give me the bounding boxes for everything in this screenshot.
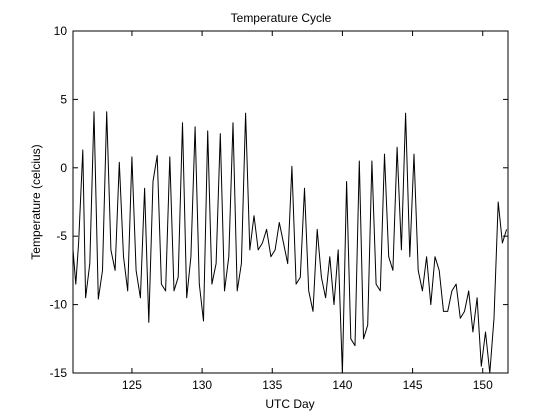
y-tick-label: 10 xyxy=(54,24,68,38)
x-tick-label: 150 xyxy=(473,378,493,392)
y-tick-label: 5 xyxy=(60,92,67,106)
x-axis-label: UTC Day xyxy=(265,397,314,411)
chart-title: Temperature Cycle xyxy=(231,11,332,25)
x-ticks: 125 130 135 140 145 150 xyxy=(122,31,493,392)
x-tick-label: 125 xyxy=(122,378,142,392)
temperature-series-line xyxy=(72,111,508,374)
y-tick-label: -15 xyxy=(50,366,68,380)
y-tick-label: -10 xyxy=(50,298,68,312)
y-tick-label: -5 xyxy=(56,229,67,243)
x-tick-label: 145 xyxy=(403,378,423,392)
x-tick-label: 135 xyxy=(262,378,282,392)
plot-frame xyxy=(72,30,509,374)
x-tick-label: 130 xyxy=(192,378,212,392)
x-tick-label: 140 xyxy=(332,378,352,392)
y-tick-label: 0 xyxy=(60,161,67,175)
series-layer xyxy=(72,111,508,374)
y-ticks: 10 5 0 -5 -10 -15 xyxy=(50,24,508,380)
y-axis-label: Temperature (celcius) xyxy=(29,144,43,259)
